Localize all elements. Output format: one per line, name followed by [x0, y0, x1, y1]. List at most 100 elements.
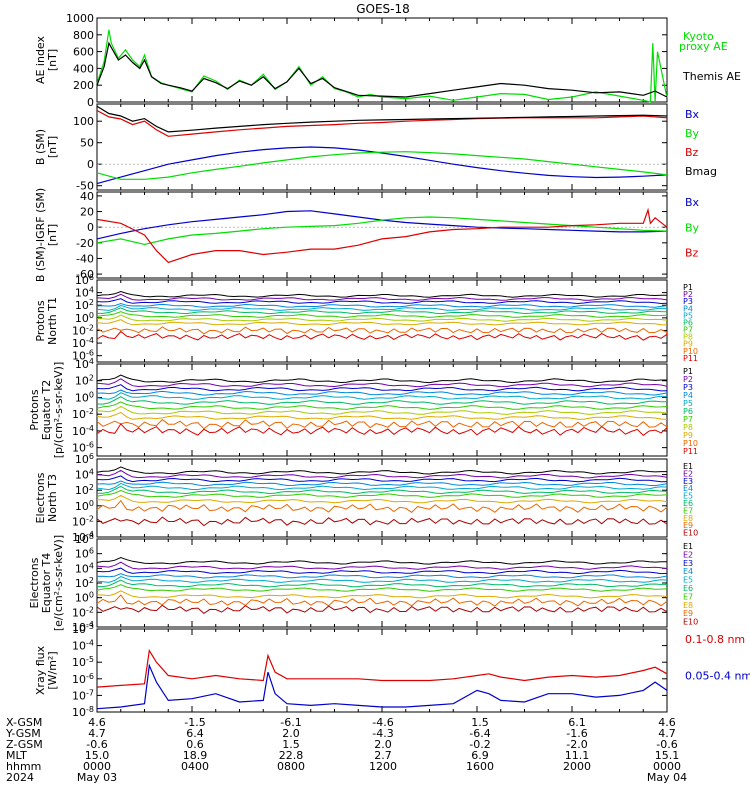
series-line-p8 [96, 314, 668, 322]
legend-entry: Bx [685, 108, 700, 121]
z-gsm-value: -2.0 [566, 738, 588, 751]
y-axis-label: [W/m²] [46, 651, 59, 689]
legend-entry: P9 [683, 340, 693, 349]
series-line-bx [96, 146, 668, 185]
y-gsm-value: 4.7 [658, 727, 676, 740]
x-gsm-value: 1.5 [471, 716, 489, 729]
legend-entry: 0.1-0.8 nm [685, 633, 745, 646]
series-line-p6 [96, 396, 668, 405]
y-tick-label: 50 [80, 137, 94, 150]
date-value: May 03 [76, 771, 118, 784]
legend-entry: P10 [683, 347, 698, 356]
y-axis-label: Equator T2 [40, 380, 53, 440]
y-tick-label: 102 [75, 576, 94, 590]
mlt-value: 18.9 [182, 749, 208, 762]
y-gsm-row: Y-GSM 4.7 6.4 2.0 -4.3 -6.4 -1.6 4.7 [0, 727, 750, 740]
y-axis-label: AE index [34, 35, 47, 84]
series-line-p11 [96, 330, 668, 341]
y-tick-label: 104 [75, 468, 94, 482]
legend-entry: P3 [683, 383, 693, 392]
y-tick-label: 10-4 [72, 424, 94, 438]
y-tick-label: 40 [80, 190, 94, 203]
legend-entry: P6 [683, 407, 693, 416]
legend-entry: E3 [683, 477, 693, 486]
mlt-label: MLT [6, 749, 27, 762]
y-tick-label: 0 [87, 96, 94, 109]
y-gsm-value: -1.6 [566, 727, 588, 740]
y-tick-label: 102 [75, 483, 94, 497]
y-tick-label: 10-2 [72, 605, 94, 619]
series-line-p7 [96, 401, 668, 410]
legend-entry: P1 [683, 283, 693, 292]
y-gsm-value: -6.4 [469, 727, 491, 740]
series-line-e1 [96, 556, 667, 565]
y-axis-label: Electrons [34, 472, 47, 523]
series-line-e4 [96, 573, 668, 579]
series-line-p10 [96, 326, 668, 335]
mlt-value: 2.7 [374, 749, 392, 762]
series-line-e6 [97, 579, 668, 588]
series-line-p11 [96, 423, 668, 436]
year-row: 2024 May 03 May 04 [0, 771, 750, 784]
series-line-p4 [96, 302, 668, 308]
y-tick-label: 10-2 [72, 407, 94, 421]
legend-entry: 0.05-0.4 nm [685, 670, 750, 683]
y-tick-label: 600 [73, 46, 94, 59]
series-line-p1 [96, 290, 667, 298]
y-axis-label: Electrons [28, 557, 41, 608]
y-tick-label: 1000 [66, 12, 94, 25]
series-line-e3 [96, 475, 668, 483]
series-line-e9 [96, 594, 668, 607]
y-tick-label: -60 [76, 268, 94, 281]
series-line-p4 [96, 389, 668, 396]
legend-entry: E5 [683, 576, 693, 585]
series-line-bz [96, 109, 668, 137]
y-gsm-value: -4.3 [372, 727, 394, 740]
x-gsm-value: -4.6 [372, 716, 394, 729]
legend-entry: E6 [683, 499, 693, 508]
legend-entry: E1 [683, 542, 693, 551]
series-line-p3 [96, 384, 668, 392]
legend-entry: E2 [683, 469, 693, 478]
hhmm-value: 0000 [83, 760, 111, 773]
mlt-row: MLT 15.0 18.9 22.8 2.7 6.9 11.1 15.1 [0, 749, 750, 762]
hhmm-row: hhmm 0000 0400 0800 1200 1600 2000 0000 [0, 760, 750, 773]
legend-entry: P11 [683, 354, 698, 363]
y-axis-label: [p/(cm²-s-sr-keV)] [52, 362, 65, 459]
hhmm-value: 1600 [466, 760, 494, 773]
legend-entry: P7 [683, 415, 693, 424]
z-gsm-value: 2.0 [374, 738, 392, 751]
series-line-0-05-0-4-nm [96, 663, 668, 710]
series-line-p2 [96, 293, 668, 301]
series-line-by [96, 151, 668, 180]
series-line-p5 [96, 392, 668, 400]
z-gsm-value: 0.6 [186, 738, 204, 751]
y-tick-label: 0 [87, 221, 94, 234]
legend-entry: P2 [683, 375, 693, 384]
legend-entry: E9 [683, 521, 693, 530]
y-tick-label: 100 [75, 499, 94, 513]
legend-entry: Bx [685, 196, 700, 209]
y-axis-label: Xray flux [34, 645, 47, 695]
y-tick-label: 10-7 [72, 688, 94, 702]
mlt-value: 15.0 [84, 749, 110, 762]
y-axis-label: Equator T4 [40, 553, 53, 613]
legend-entry: Bz [685, 146, 699, 159]
x-gsm-label: X-GSM [6, 716, 43, 729]
legend-entry: E8 [683, 601, 693, 610]
x-gsm-value: 6.1 [568, 716, 586, 729]
y-tick-label: 0 [87, 158, 94, 171]
panel-frame [96, 191, 668, 279]
orbit-ephemeris-table: X-GSM 4.6 -1.5 -6.1 -4.6 1.5 6.1 4.6 Y-G… [0, 716, 750, 800]
x-gsm-value: 4.6 [658, 716, 676, 729]
legend-entry: E2 [683, 550, 693, 559]
legend-entry: P11 [683, 447, 698, 456]
series-line-0-1-0-8-nm [96, 648, 668, 688]
hhmm-value: 0800 [277, 760, 305, 773]
y-tick-label: 108 [75, 532, 94, 546]
series-line-p5 [96, 304, 668, 311]
y-axis-label: B (SM) [34, 129, 47, 165]
y-axis-label: North T3 [46, 474, 59, 522]
z-gsm-value: -0.6 [656, 738, 678, 751]
ae-panel: 0 200 400 600 800 1000 AE index [nT] Kyotoproxy … [34, 12, 741, 109]
